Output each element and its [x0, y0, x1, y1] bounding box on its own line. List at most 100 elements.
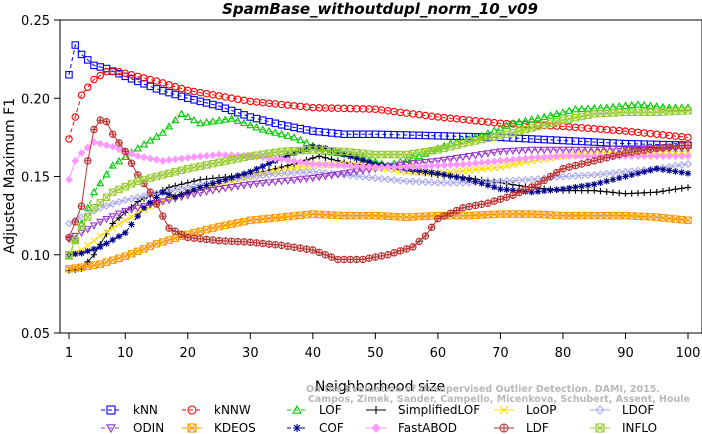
- data-point-fastabod: [108, 142, 117, 151]
- data-point-simplifiedlof: [509, 181, 517, 188]
- data-point-cof: [584, 182, 592, 189]
- series-knn: [65, 41, 692, 149]
- data-point-cof: [559, 185, 567, 193]
- data-point-ldf: [677, 142, 686, 150]
- data-point-kdeos: [109, 256, 117, 264]
- data-point-odin: [89, 222, 99, 230]
- data-point-kdeos: [140, 245, 148, 253]
- y-tick-label: 0.25: [21, 14, 50, 29]
- data-point-ldof: [102, 201, 111, 210]
- x-tick-label: 60: [430, 346, 447, 361]
- data-point-lof: [221, 115, 230, 123]
- series-line-lof: [68, 103, 688, 257]
- data-point-lof: [571, 104, 580, 113]
- data-point-fastabod: [283, 156, 292, 165]
- x-tick-label: 1: [65, 346, 73, 361]
- data-point-fastabod: [152, 155, 161, 164]
- data-point-ldof: [396, 176, 405, 185]
- data-point-loop: [127, 213, 136, 221]
- data-point-lof: [96, 178, 105, 187]
- data-point-fastabod: [133, 152, 142, 161]
- data-point-loop: [102, 228, 111, 236]
- data-point-ldof: [446, 178, 455, 187]
- data-point-ldof: [277, 169, 286, 178]
- data-point-inflo: [77, 222, 86, 231]
- x-tick-label: 10: [117, 346, 134, 361]
- data-point-ldf: [202, 235, 211, 244]
- data-point-ldf: [509, 191, 517, 200]
- data-point-fastabod: [552, 152, 561, 161]
- data-point-fastabod: [671, 152, 680, 161]
- data-point-inflo: [565, 115, 573, 123]
- data-point-ldf: [359, 255, 367, 264]
- data-point-simplifiedlof: [90, 251, 98, 258]
- legend-label: INFLO: [622, 421, 657, 434]
- x-tick-label: 100: [676, 346, 701, 361]
- data-point-knn: [265, 117, 273, 126]
- data-point-inflo: [527, 124, 536, 132]
- data-point-ldf: [546, 172, 555, 181]
- data-point-fastabod: [415, 162, 424, 171]
- data-point-odin: [440, 156, 449, 165]
- data-point-ldof: [315, 168, 324, 177]
- data-point-fastabod: [290, 157, 298, 166]
- data-point-odin: [102, 216, 111, 224]
- x-tick-label: 80: [555, 346, 572, 361]
- legend-marker: [595, 405, 605, 415]
- data-point-cof: [240, 170, 248, 177]
- data-point-simplifiedlof: [622, 190, 629, 197]
- data-point-cof: [140, 204, 148, 211]
- data-point-fastabod: [440, 161, 449, 170]
- data-point-cof: [540, 187, 548, 195]
- data-point-ldf: [159, 212, 167, 220]
- data-point-ldof: [433, 178, 442, 187]
- data-point-ldof: [602, 169, 611, 178]
- data-point-ldf: [177, 230, 186, 239]
- legend-item-ldf: LDF: [494, 421, 549, 434]
- data-point-knnw: [77, 91, 86, 99]
- data-point-ldf: [221, 237, 230, 245]
- data-point-ldf: [652, 144, 661, 153]
- data-point-fastabod: [183, 153, 192, 162]
- data-point-odin: [208, 187, 217, 195]
- data-point-cof: [178, 191, 185, 198]
- data-point-cof: [284, 152, 292, 159]
- legend-item-fastabod: FastABOD: [366, 421, 457, 434]
- data-point-ldof: [146, 190, 155, 199]
- data-point-cof: [434, 170, 442, 177]
- data-point-inflo: [121, 182, 130, 191]
- data-point-ldof: [577, 171, 586, 180]
- data-point-fastabod: [652, 152, 661, 161]
- data-point-simplifiedlof: [609, 189, 617, 196]
- data-point-ldof: [121, 195, 130, 204]
- data-point-cof: [128, 221, 135, 228]
- data-point-odin: [246, 181, 255, 189]
- data-point-ldf: [227, 237, 236, 246]
- data-point-knnw: [90, 75, 98, 84]
- data-point-simplifiedlof: [134, 198, 141, 205]
- data-point-inflo: [540, 121, 548, 129]
- data-point-cof: [103, 240, 110, 247]
- data-point-ldf: [602, 153, 611, 162]
- data-point-ldf: [540, 176, 548, 185]
- series-line-knnw: [68, 71, 689, 140]
- data-point-ldof: [390, 175, 399, 184]
- data-point-simplifiedlof: [684, 184, 692, 191]
- series-inflo: [65, 107, 692, 259]
- data-point-odin: [114, 210, 124, 219]
- data-point-inflo: [84, 213, 92, 221]
- data-point-ldof: [608, 169, 617, 178]
- data-point-ldf: [109, 130, 117, 138]
- data-point-kdeos: [115, 254, 123, 263]
- data-point-cof: [334, 149, 342, 156]
- data-point-fastabod: [509, 155, 517, 164]
- data-point-ldof: [352, 172, 361, 181]
- data-point-cof: [209, 180, 217, 187]
- data-point-ldf: [84, 157, 92, 165]
- data-point-ldf: [465, 202, 473, 211]
- data-point-ldf: [65, 233, 73, 242]
- data-point-knn: [152, 85, 161, 93]
- data-point-odin: [433, 157, 443, 166]
- data-point-ldf: [71, 218, 80, 226]
- data-point-cof: [322, 145, 329, 152]
